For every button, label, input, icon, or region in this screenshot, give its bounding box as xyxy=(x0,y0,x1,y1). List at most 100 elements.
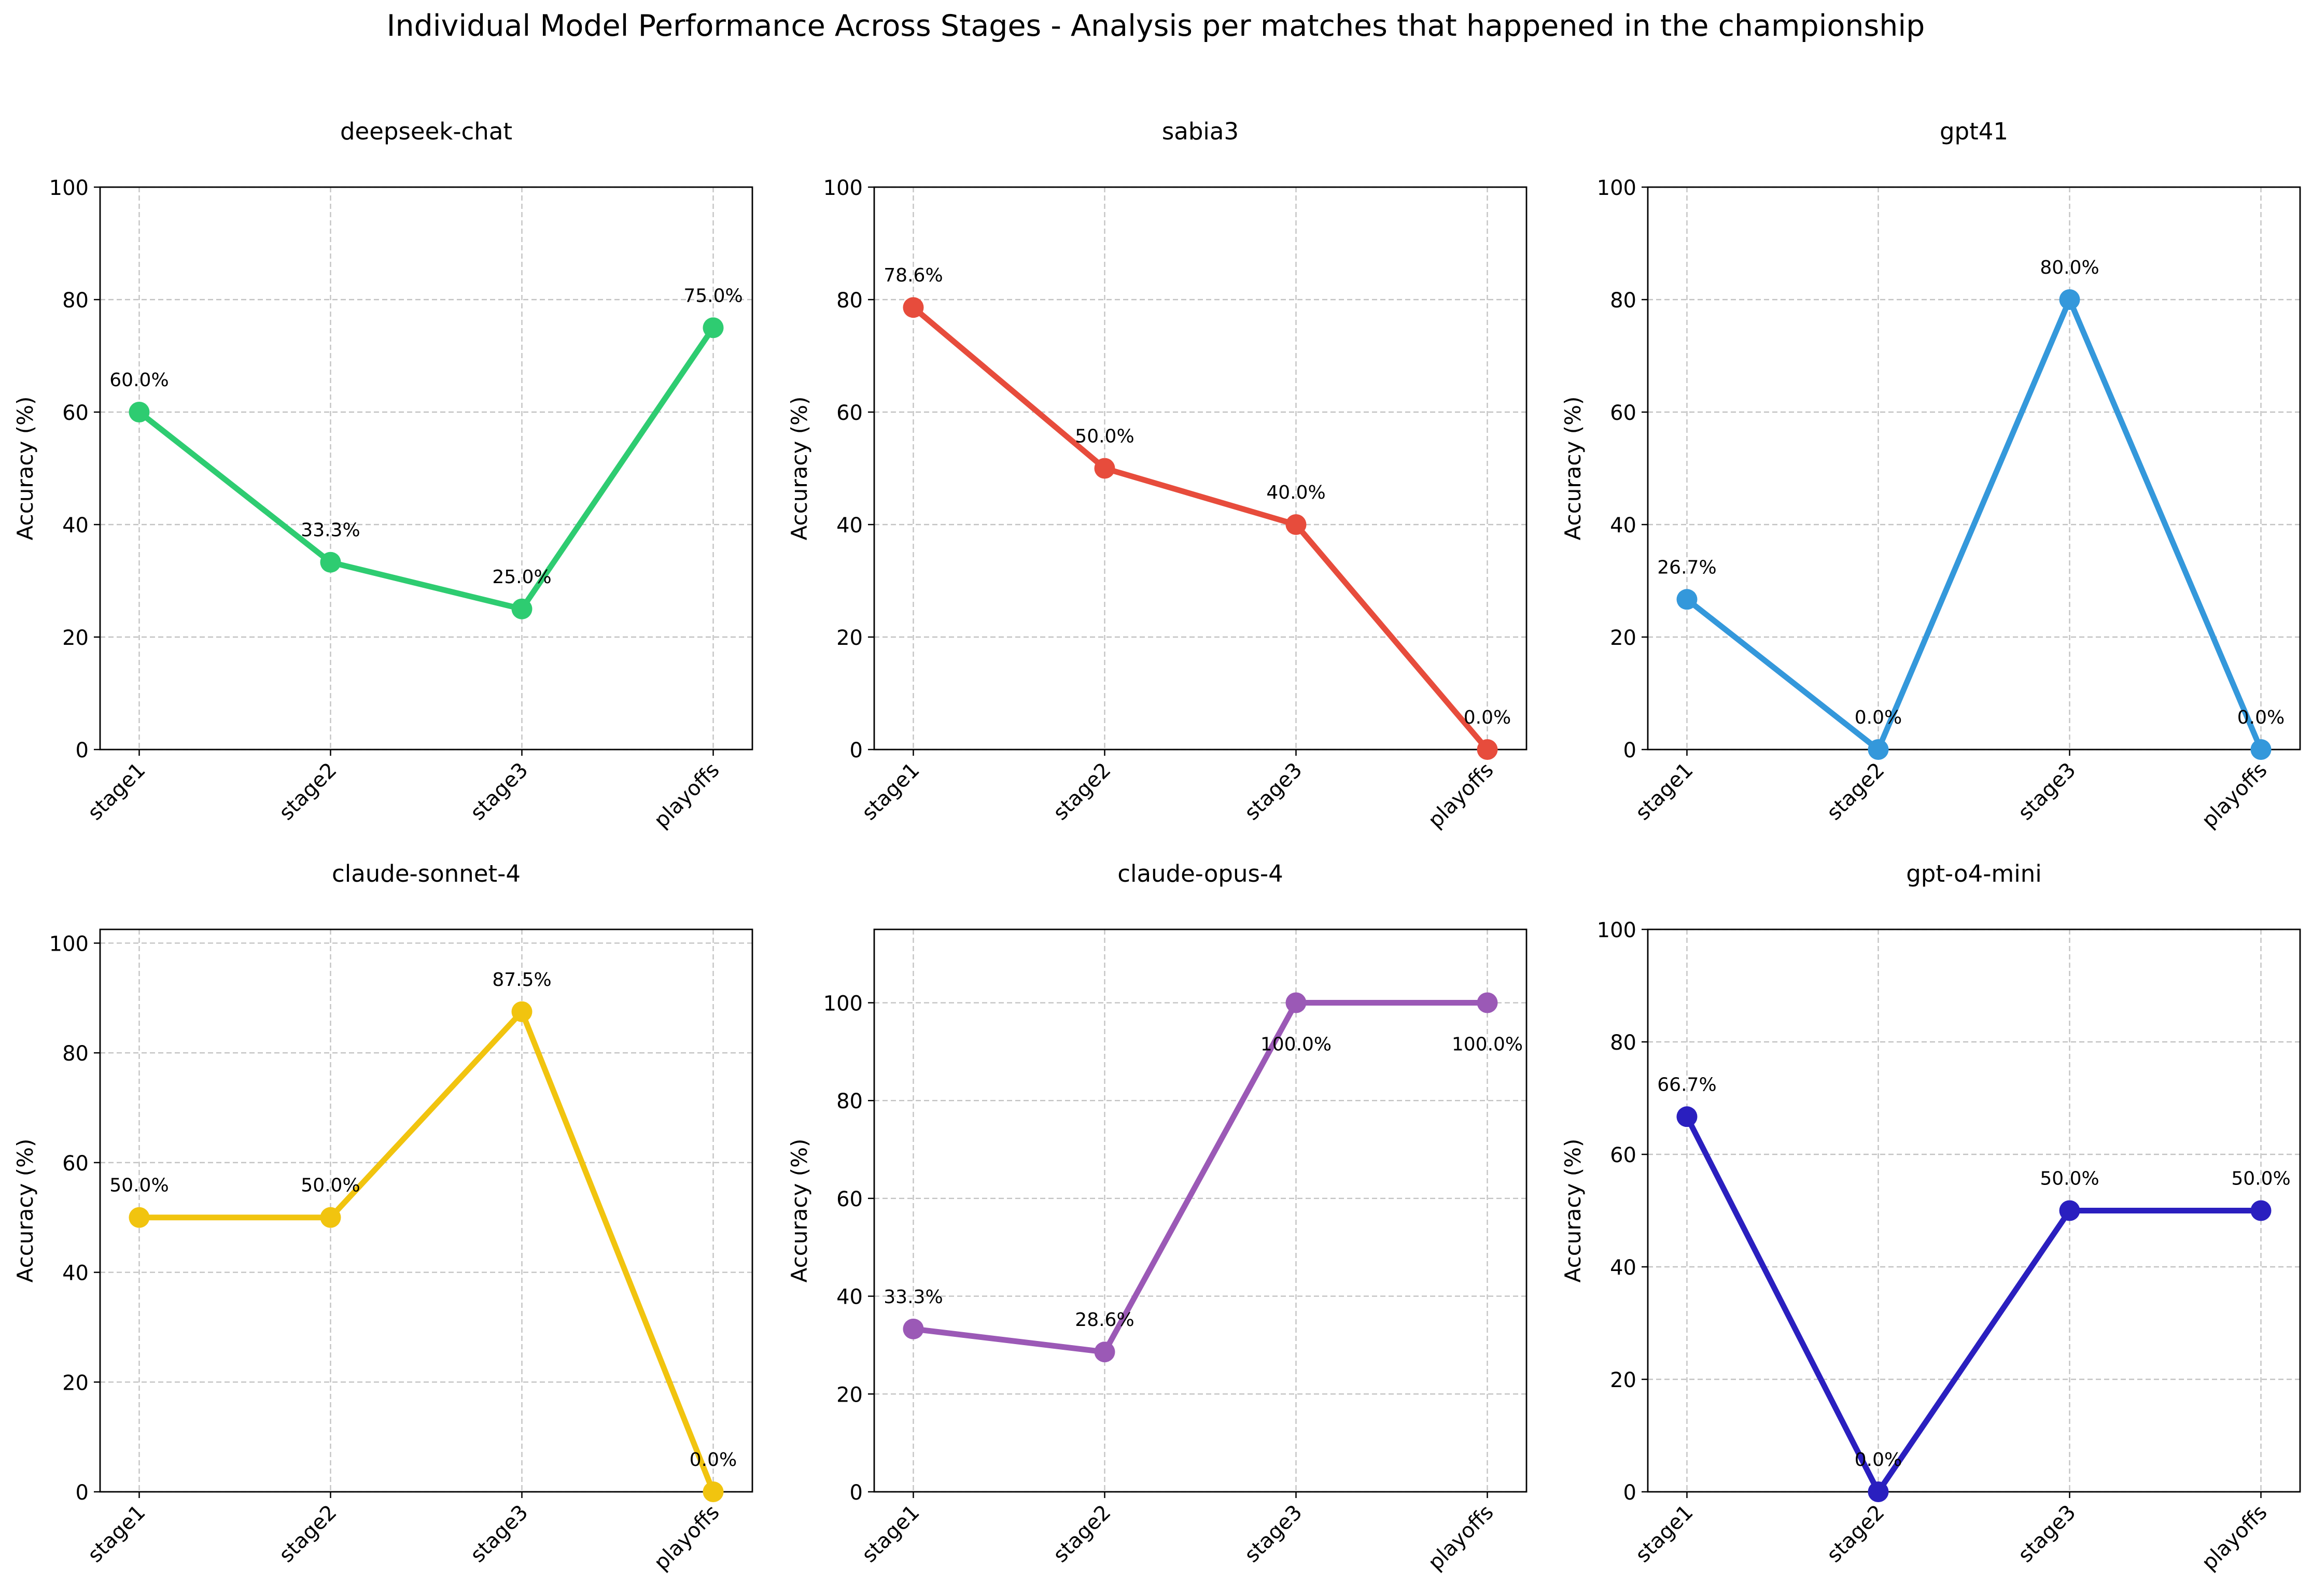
data-point-stage2 xyxy=(320,1207,341,1228)
subplot-title: claude-sonnet-4 xyxy=(332,860,521,887)
series-line xyxy=(136,1009,717,1495)
data-point-stage3 xyxy=(2059,289,2080,310)
y-tick-label: 80 xyxy=(62,1042,89,1066)
data-label: 80.0% xyxy=(2040,257,2099,278)
data-label: 33.3% xyxy=(884,1287,943,1308)
data-point-stage2 xyxy=(1094,458,1115,479)
data-point-stage2 xyxy=(320,552,341,573)
y-tick-label: 40 xyxy=(836,1286,863,1309)
axes-frame xyxy=(1647,186,2301,751)
data-label: 0.0% xyxy=(1855,707,1902,728)
y-tick-label: 0 xyxy=(1623,739,1636,762)
y-tick-label: 80 xyxy=(1610,1031,1636,1055)
data-point-stage3 xyxy=(2059,1200,2080,1221)
y-tick-label: 60 xyxy=(1610,401,1636,425)
y-tick-label: 0 xyxy=(76,1481,89,1505)
y-tick-label: 100 xyxy=(823,992,863,1016)
data-label: 60.0% xyxy=(109,370,169,391)
y-tick-label: 40 xyxy=(1610,514,1636,538)
data-point-stage3 xyxy=(1285,514,1307,535)
subplot-title: gpt41 xyxy=(1940,118,2008,145)
data-point-playoffs xyxy=(703,1481,724,1502)
y-tick-label: 40 xyxy=(62,514,89,538)
data-label: 0.0% xyxy=(2237,707,2285,728)
data-label: 0.0% xyxy=(690,1449,737,1471)
data-label: 100.0% xyxy=(1452,1034,1523,1055)
y-axis-label: Accuracy (%) xyxy=(787,1139,812,1283)
data-point-stage3 xyxy=(511,598,533,619)
y-axis-label: Accuracy (%) xyxy=(1560,1139,1586,1283)
y-tick-label: 100 xyxy=(1597,176,1636,200)
data-point-stage2 xyxy=(1868,739,1889,760)
y-tick-label: 60 xyxy=(62,1152,89,1176)
subplot-title: sabia3 xyxy=(1162,118,1239,145)
axes-frame xyxy=(99,186,753,751)
data-label: 50.0% xyxy=(109,1175,169,1196)
y-tick-label: 0 xyxy=(76,739,89,762)
data-label: 66.7% xyxy=(1657,1074,1716,1095)
data-label: 40.0% xyxy=(1266,482,1325,503)
subplot-title: claude-opus-4 xyxy=(1117,860,1283,887)
data-label: 75.0% xyxy=(683,285,742,306)
series-line xyxy=(1684,1113,2264,1495)
y-axis-label: Accuracy (%) xyxy=(787,397,812,541)
y-tick-label: 100 xyxy=(823,176,863,200)
data-point-stage1 xyxy=(903,1318,924,1339)
y-tick-label: 40 xyxy=(1610,1256,1636,1280)
y-tick-label: 60 xyxy=(62,401,89,425)
y-tick-label: 80 xyxy=(1610,289,1636,313)
y-tick-label: 100 xyxy=(1597,919,1636,942)
series-line xyxy=(910,304,1491,753)
y-axis-label: Accuracy (%) xyxy=(12,397,38,541)
data-point-playoffs xyxy=(2250,1200,2272,1221)
data-point-stage3 xyxy=(511,1001,533,1022)
series-line xyxy=(1684,296,2264,753)
data-label: 26.7% xyxy=(1657,557,1716,578)
y-tick-label: 20 xyxy=(62,1371,89,1395)
axes-frame xyxy=(1647,928,2301,1493)
data-point-playoffs xyxy=(2250,739,2272,760)
data-point-stage1 xyxy=(1676,1106,1698,1127)
y-tick-label: 0 xyxy=(850,1481,863,1505)
y-tick-label: 80 xyxy=(836,1090,863,1113)
data-label: 50.0% xyxy=(1075,426,1134,447)
data-label: 28.6% xyxy=(1075,1309,1134,1331)
data-label: 25.0% xyxy=(492,567,551,588)
y-tick-label: 40 xyxy=(62,1262,89,1286)
data-label: 78.6% xyxy=(884,265,943,286)
axes-frame xyxy=(873,186,1528,751)
y-tick-label: 0 xyxy=(850,739,863,762)
data-label: 33.3% xyxy=(301,520,360,541)
data-point-stage1 xyxy=(129,402,150,422)
axes-frame xyxy=(99,928,753,1493)
data-label: 0.0% xyxy=(1464,707,1511,728)
data-point-stage1 xyxy=(903,297,924,318)
data-label: 100.0% xyxy=(1260,1034,1332,1055)
axes-frame xyxy=(873,928,1528,1493)
data-label: 50.0% xyxy=(301,1175,360,1196)
y-tick-label: 80 xyxy=(62,289,89,313)
data-label: 50.0% xyxy=(2040,1168,2099,1190)
y-tick-label: 40 xyxy=(836,514,863,538)
subplot-title: deepseek-chat xyxy=(340,118,512,145)
data-point-playoffs xyxy=(1477,739,1498,760)
y-tick-label: 20 xyxy=(836,1383,863,1407)
y-axis-label: Accuracy (%) xyxy=(1560,397,1586,541)
data-point-stage3 xyxy=(1285,992,1307,1013)
series-line xyxy=(910,1000,1491,1355)
figure-title: Individual Model Performance Across Stag… xyxy=(387,9,1925,43)
y-tick-label: 20 xyxy=(1610,1368,1636,1392)
data-label: 50.0% xyxy=(2231,1168,2290,1190)
y-tick-label: 20 xyxy=(1610,626,1636,650)
data-label: 0.0% xyxy=(1855,1449,1902,1471)
subplot-title: gpt-o4-mini xyxy=(1906,860,2042,887)
data-point-stage2 xyxy=(1868,1481,1889,1502)
y-tick-label: 60 xyxy=(836,1188,863,1211)
data-point-stage1 xyxy=(1676,589,1698,610)
data-point-stage1 xyxy=(129,1207,150,1228)
data-label: 87.5% xyxy=(492,969,551,991)
